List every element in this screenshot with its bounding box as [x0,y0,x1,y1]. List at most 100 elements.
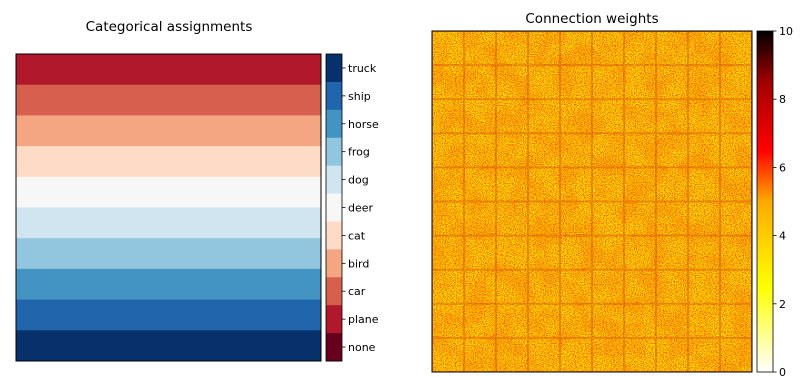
weight-tile [688,167,720,202]
assignment-row-truck [16,54,321,86]
colorbar-swatch-ship [326,81,342,111]
assignment-row-dog [16,176,321,208]
weight-tile [464,133,496,168]
weight-tile [688,133,720,168]
weight-tile [592,99,624,134]
weights-colorbar-label: 6 [779,161,786,174]
weight-tile [496,133,528,168]
weight-tile [528,65,560,100]
colorbar-swatch-truck [326,54,342,83]
left-plot-frame [15,53,322,362]
colorbar-swatch-dog [326,165,342,195]
weight-tile [464,303,496,338]
assignment-row-horse [16,115,321,147]
assignment-row-ship [16,84,321,116]
left-heatmap [15,53,322,362]
right-chart-title: Connection weights [525,11,659,27]
weight-tile [464,201,496,236]
weight-tile [592,133,624,168]
weight-tile [624,269,656,304]
colorbar-swatch-none [326,333,342,362]
weight-tile [528,303,560,338]
right-plot-frame [431,30,753,373]
weight-tile [496,303,528,338]
weights-colorbar-label: 4 [779,230,786,243]
weight-tile [464,269,496,304]
colorbar-swatch-cat [326,221,342,250]
weight-tile [688,201,720,236]
weight-tile [688,99,720,134]
weight-tile [528,201,560,236]
weight-tile [528,167,560,202]
weight-tile [592,201,624,236]
colorbar-label-bird: bird [348,257,369,270]
weights-colorbar-gradient [756,30,774,373]
left-chart-title: Categorical assignments [85,19,253,35]
colorbar-label-dog: dog [348,174,369,187]
colorbar-label-ship: ship [348,90,371,103]
weight-tile [592,269,624,304]
right-heatmap [431,30,753,373]
assignment-row-frog [16,146,321,178]
left-colorbar: truck ship horse frog dog deer cat bird car plane… [325,53,379,362]
weight-tile [624,167,656,202]
colorbar-label-cat: cat [348,229,366,242]
assignment-row-deer [16,207,321,239]
weight-tile [560,65,592,100]
right-colorbar: 0 2 4 6 8 10 [756,25,793,377]
weight-tile [560,133,592,168]
weight-tile [624,65,656,100]
weights-speckle [432,31,752,372]
weight-tile [656,269,688,304]
colorbar-swatch-car [326,277,342,306]
weight-tile [496,201,528,236]
colorbar-label-horse: horse [348,118,379,131]
colorbar-swatch-bird [326,249,342,278]
weight-tile [528,269,560,304]
weight-tile [560,201,592,236]
weight-tile [624,201,656,236]
weight-tile [560,303,592,338]
weight-tile [624,99,656,134]
weight-tile [688,235,720,270]
assignment-row-plane [16,330,321,362]
weight-tile [688,303,720,338]
weight-tile [592,303,624,338]
weight-tile [560,269,592,304]
weights-colorbar-label: 0 [779,366,786,377]
weight-tile [496,269,528,304]
weight-tile [656,167,688,202]
colorbar-swatch-frog [326,137,342,167]
colorbar-label-car: car [348,285,366,298]
weight-tile [624,235,656,270]
weight-tile [592,235,624,270]
weight-tile [528,133,560,168]
weight-tile [560,99,592,134]
weight-tile [656,65,688,100]
weight-tile [656,303,688,338]
weight-tile [624,133,656,168]
weight-tile [624,303,656,338]
weights-colorbar-label: 10 [779,25,793,38]
colorbar-label-truck: truck [348,62,377,75]
colorbar-label-plane: plane [348,313,379,326]
weight-tile [592,167,624,202]
weight-tile [656,235,688,270]
left-colorbar-frame [325,53,343,362]
colorbar-label-none: none [348,341,376,354]
colorbar-label-deer: deer [348,202,374,215]
weight-tile [656,99,688,134]
weight-tile [592,65,624,100]
weight-tile [528,235,560,270]
weight-tile [656,201,688,236]
weight-tile [464,99,496,134]
assignment-row-cat [16,238,321,270]
weight-tile [496,99,528,134]
assignment-row-bird [16,268,321,301]
weight-tile [496,65,528,100]
weight-tile [528,99,560,134]
colorbar-label-frog: frog [348,146,370,159]
weight-tile [656,133,688,168]
